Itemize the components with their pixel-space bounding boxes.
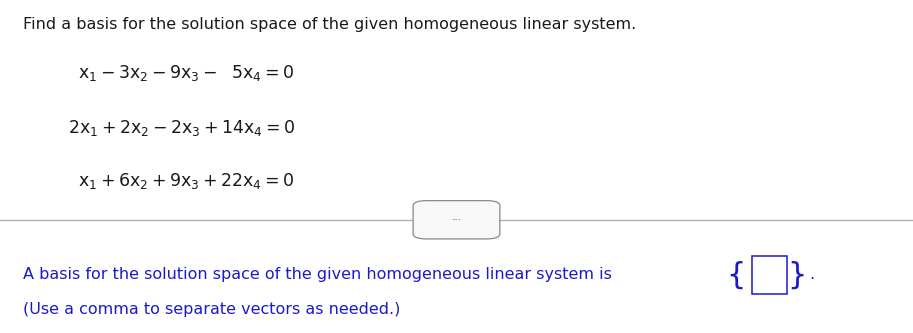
Text: {: {	[727, 260, 746, 289]
Text: .: .	[809, 267, 814, 282]
Text: $\mathregular{x_1 - 3x_2 - 9x_3 - \ \ 5x_4 = 0}$: $\mathregular{x_1 - 3x_2 - 9x_3 - \ \ 5x…	[78, 63, 294, 83]
Text: A basis for the solution space of the given homogeneous linear system is: A basis for the solution space of the gi…	[23, 267, 617, 282]
Text: Find a basis for the solution space of the given homogeneous linear system.: Find a basis for the solution space of t…	[23, 17, 636, 32]
Text: ···: ···	[451, 215, 462, 225]
FancyBboxPatch shape	[752, 256, 787, 294]
Text: (Use a comma to separate vectors as needed.): (Use a comma to separate vectors as need…	[23, 302, 400, 317]
FancyBboxPatch shape	[413, 200, 500, 239]
Text: $\mathregular{2x_1 + 2x_2 - 2x_3 + 14x_4 = 0}$: $\mathregular{2x_1 + 2x_2 - 2x_3 + 14x_4…	[68, 118, 296, 138]
Text: $\mathregular{x_1 + 6x_2 + 9x_3 + 22x_4 = 0}$: $\mathregular{x_1 + 6x_2 + 9x_3 + 22x_4 …	[78, 171, 294, 191]
Text: }: }	[787, 260, 806, 289]
